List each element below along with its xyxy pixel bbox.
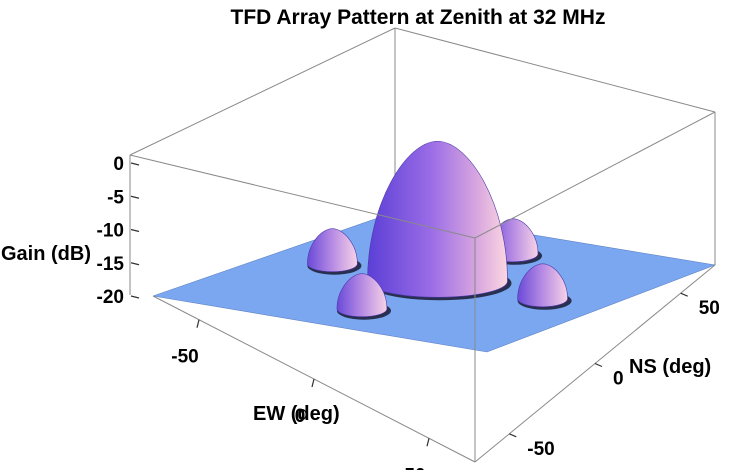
y-tick-mark <box>594 362 603 368</box>
x-axis-label: EW (deg) <box>253 403 340 425</box>
z-axis-label: Gain (dB) <box>1 243 91 265</box>
plot-box-back-edges <box>129 27 716 295</box>
z-tick-label: 0 <box>113 154 124 175</box>
y-tick-label: -50 <box>527 439 554 460</box>
y-tick-label: 50 <box>699 298 720 319</box>
x-axis-ticks: -50 0 50 <box>171 319 430 470</box>
z-tick-label: -5 <box>107 187 124 208</box>
z-tick-label: -10 <box>97 221 124 242</box>
x-tick-mark <box>426 438 430 447</box>
main-lobe <box>367 140 508 298</box>
z-tick-mark <box>130 262 140 266</box>
x-tick-mark <box>311 378 315 388</box>
z-tick-mark <box>130 195 140 199</box>
x-tick-mark <box>196 319 200 328</box>
z-tick-label: -20 <box>97 287 124 308</box>
side-lobe <box>307 228 358 273</box>
x-tick-label: 0 <box>295 406 306 427</box>
chart-title: TFD Array Pattern at Zenith at 32 MHz <box>231 6 606 29</box>
z-tick-mark <box>130 162 140 166</box>
z-tick-mark <box>130 228 140 233</box>
z-axis-ticks: 0 -5 -10 -15 -20 <box>97 154 140 308</box>
z-tick-mark <box>130 295 140 299</box>
x-tick-label: 50 <box>404 465 425 470</box>
y-tick-mark <box>680 292 688 297</box>
side-lobe <box>517 263 568 308</box>
side-lobe <box>336 273 388 318</box>
y-tick-label: 0 <box>613 369 624 390</box>
y-tick-mark <box>509 433 517 438</box>
z-tick-label: -15 <box>97 254 125 275</box>
y-axis-ticks: -50 0 50 <box>509 292 720 460</box>
x-tick-label: -50 <box>171 347 198 368</box>
y-axis-label: NS (deg) <box>629 356 711 378</box>
